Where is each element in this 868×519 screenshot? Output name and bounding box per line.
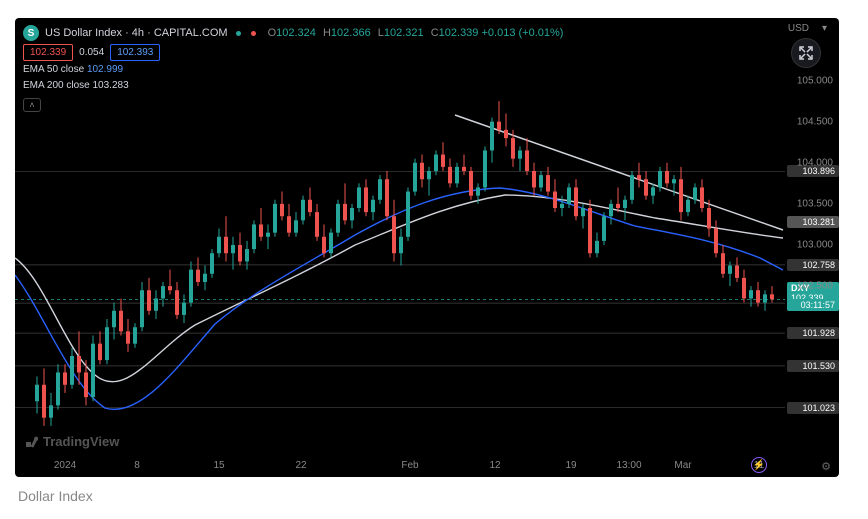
currency-label: USD	[788, 23, 809, 34]
price-chart[interactable]	[15, 40, 785, 450]
status-dot-1	[236, 31, 241, 36]
bolt-icon[interactable]: ⚡	[751, 457, 767, 473]
status-dot-2	[251, 31, 256, 36]
y-axis[interactable]: 101.023101.530101.928102.293DXY 102.339 …	[785, 40, 839, 450]
symbol-icon: S	[23, 25, 39, 41]
x-axis[interactable]: 202481522Feb121913:00Mar11	[15, 455, 785, 477]
settings-icon[interactable]: ⚙	[821, 460, 831, 473]
tradingview-watermark: TradingView	[25, 434, 119, 449]
tradingview-chart[interactable]: S US Dollar Index · 4h · CAPITAL.COM O10…	[15, 18, 839, 477]
ohlc-readout: O102.324 H102.366 L102.321 C102.339 +0.0…	[264, 27, 564, 39]
symbol-title[interactable]: US Dollar Index · 4h · CAPITAL.COM	[45, 27, 228, 39]
currency-dropdown-icon[interactable]: ▾	[822, 23, 827, 34]
chart-caption: Dollar Index	[18, 488, 93, 504]
tradingview-icon	[25, 435, 39, 449]
